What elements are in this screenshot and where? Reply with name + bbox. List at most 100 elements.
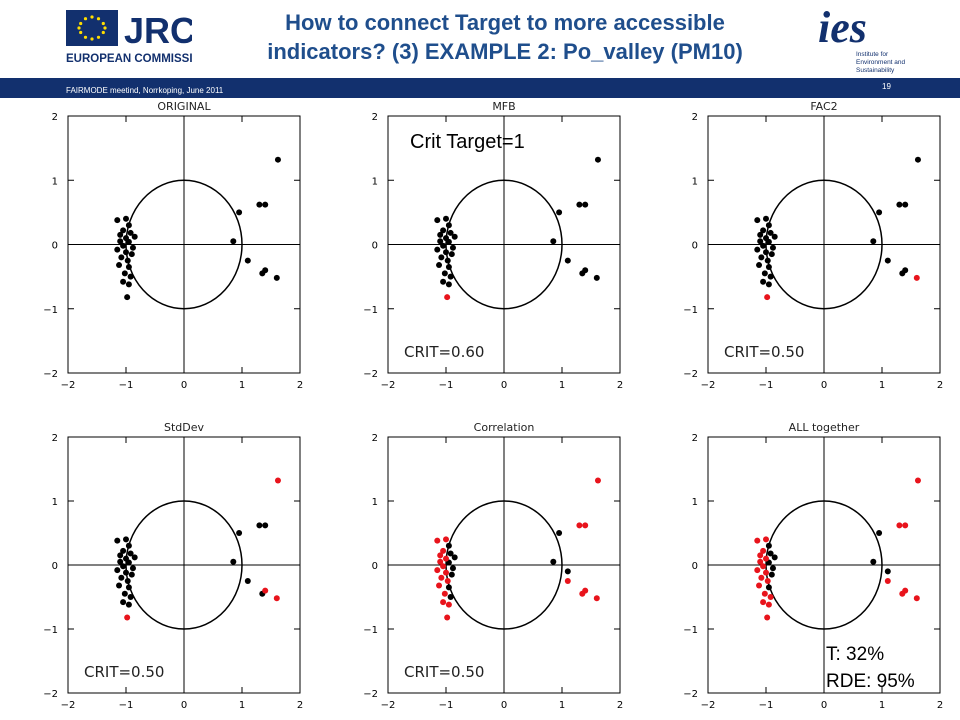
data-point: [124, 294, 131, 301]
data-point: [447, 594, 454, 600]
data-point: [256, 201, 263, 208]
data-point: [443, 249, 449, 256]
data-point: [771, 233, 778, 240]
panel-title: FAC2: [810, 100, 837, 113]
y-tick-label: 2: [372, 112, 378, 123]
data-point: [129, 565, 136, 572]
y-tick-label: −2: [363, 689, 378, 700]
data-point: [914, 156, 921, 163]
data-point-exceeding: [582, 587, 589, 594]
data-point: [445, 281, 452, 288]
data-point: [118, 254, 125, 261]
x-tick-label: 1: [559, 700, 565, 711]
jrc-logo: JRC EUROPEAN COMMISSION: [66, 10, 192, 65]
data-point-exceeding: [438, 574, 445, 581]
data-point: [436, 262, 443, 269]
panel-title: Correlation: [474, 421, 535, 434]
data-point: [131, 233, 138, 240]
panel-6: ALL together −2 −1 0 1 2 −2 −1 0 1 2: [683, 421, 943, 711]
data-point: [120, 242, 127, 249]
x-tick-label: −1: [439, 380, 454, 391]
y-tick-label: −2: [683, 689, 698, 700]
data-point-exceeding: [764, 578, 771, 584]
data-point: [445, 238, 452, 245]
data-point: [117, 558, 124, 565]
data-point-exceeding: [576, 522, 583, 529]
data-point: [754, 246, 761, 253]
data-point: [129, 244, 136, 251]
data-point: [125, 238, 132, 245]
data-point-exceeding: [760, 599, 767, 606]
data-point: [767, 273, 774, 280]
data-point: [125, 542, 132, 549]
data-point: [262, 201, 269, 208]
data-point: [128, 571, 135, 578]
data-point-exceeding: [441, 590, 448, 597]
unit-circle: [765, 179, 883, 310]
data-point-exceeding: [767, 594, 774, 600]
data-point: [437, 231, 444, 238]
x-tick-label: 0: [181, 380, 187, 391]
x-tick-label: 1: [239, 700, 245, 711]
data-point: [131, 554, 138, 561]
data-point: [876, 530, 883, 536]
data-point: [121, 270, 128, 277]
data-point: [440, 242, 447, 249]
unit-circle: [125, 179, 243, 310]
y-tick-label: −1: [683, 625, 698, 636]
data-point-exceeding: [765, 601, 772, 608]
data-point: [757, 231, 764, 238]
crit-target-note: Crit Target=1: [410, 131, 525, 153]
x-tick-label: 1: [239, 380, 245, 391]
y-tick-label: −2: [43, 689, 58, 700]
y-tick-label: 2: [52, 433, 58, 444]
data-point: [763, 249, 769, 256]
data-point: [760, 278, 767, 285]
data-point: [125, 584, 132, 591]
data-point: [127, 229, 134, 236]
data-point: [767, 229, 774, 236]
panel-4: StdDev −2 −1 0 1 2 −2 −1 0 1 2 CRIT=0.50: [43, 421, 303, 711]
data-point-exceeding: [757, 552, 764, 559]
data-point-exceeding: [763, 555, 769, 562]
data-point-exceeding: [913, 595, 920, 602]
data-point: [767, 550, 774, 557]
x-tick-label: 2: [937, 380, 943, 391]
x-tick-label: −2: [381, 380, 396, 391]
data-point: [576, 201, 583, 208]
x-tick-label: 0: [501, 700, 507, 711]
data-point-exceeding: [764, 614, 771, 621]
data-point: [768, 571, 775, 578]
data-point: [769, 565, 776, 572]
data-point-exceeding: [444, 294, 451, 301]
data-point-exceeding: [443, 569, 449, 576]
data-point: [757, 238, 764, 245]
data-point: [123, 215, 129, 222]
data-point: [758, 254, 765, 261]
data-point: [884, 257, 891, 264]
x-tick-label: −1: [759, 380, 774, 391]
data-point: [114, 567, 121, 574]
x-tick-label: −1: [759, 700, 774, 711]
y-tick-label: 2: [52, 112, 58, 123]
data-point: [118, 574, 125, 581]
ies-text-1: Institute for: [856, 51, 889, 58]
data-point: [765, 222, 772, 229]
data-point: [760, 227, 767, 234]
data-point-exceeding: [914, 477, 921, 484]
y-tick-label: 0: [372, 561, 378, 572]
data-point: [120, 599, 127, 606]
unit-circle: [765, 500, 883, 630]
data-point: [764, 257, 771, 264]
data-point: [556, 530, 563, 536]
data-point: [876, 209, 883, 216]
ies-logo: ies Institute for Environment and Sustai…: [818, 6, 906, 74]
data-point: [125, 222, 132, 229]
data-point: [273, 274, 280, 281]
data-point: [870, 558, 877, 565]
y-tick-label: 0: [372, 241, 378, 252]
data-point: [256, 522, 263, 529]
data-point: [440, 278, 447, 285]
panel-title: StdDev: [164, 421, 205, 434]
y-tick-label: 1: [52, 176, 58, 187]
